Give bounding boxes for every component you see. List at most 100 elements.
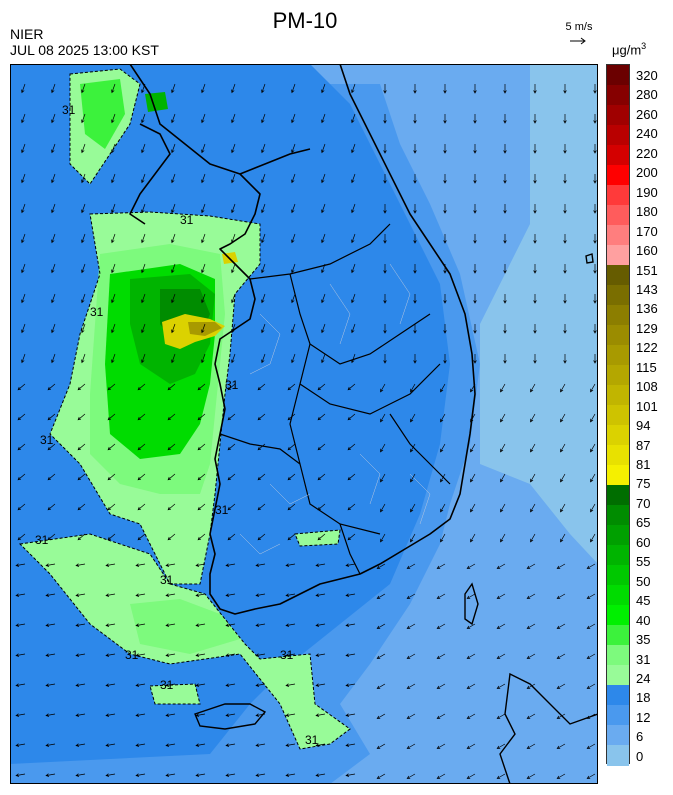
wind-arrow-icon	[526, 773, 536, 779]
wind-arrow-icon	[291, 323, 296, 334]
colorbar-tick-label: 87	[636, 437, 651, 453]
wind-arrow-icon	[470, 383, 476, 393]
wind-arrow-icon	[590, 473, 596, 483]
wind-arrow-icon	[413, 84, 417, 94]
wind-arrow-icon	[376, 623, 386, 629]
contour-label: 31	[215, 503, 229, 517]
wind-arrow-icon	[135, 773, 146, 777]
wind-arrow-icon	[470, 503, 476, 513]
wind-arrow-icon	[285, 653, 296, 657]
wind-arrow-icon	[81, 323, 86, 334]
wind-arrow-icon	[406, 593, 416, 599]
wind-arrow-icon	[45, 563, 56, 567]
colorbar-segment	[607, 445, 629, 466]
wind-arrow-icon	[440, 473, 446, 483]
wind-arrow-icon	[231, 323, 236, 334]
wind-arrow-icon	[590, 413, 596, 423]
wind-arrow-icon	[473, 324, 477, 334]
colorbar-tick-label: 6	[636, 729, 644, 745]
colorbar-segment	[607, 265, 629, 286]
wind-arrow-icon	[225, 593, 236, 597]
colorbar-tick-label: 220	[636, 145, 658, 161]
wind-arrow-icon	[287, 473, 296, 481]
wind-arrow-icon	[500, 443, 506, 453]
wind-arrow-icon	[345, 563, 356, 567]
wind-arrow-icon	[201, 233, 206, 244]
wind-arrow-icon	[380, 503, 386, 513]
wind-arrow-icon	[51, 263, 56, 274]
unit-label: μg/m3	[612, 41, 647, 58]
wind-arrow-icon	[560, 443, 566, 453]
wind-arrow-icon	[376, 773, 386, 779]
wind-arrow-icon	[533, 234, 537, 244]
wind-arrow-icon	[167, 503, 176, 511]
wind-arrow-icon	[111, 353, 116, 364]
wind-arrow-icon	[500, 533, 506, 543]
wind-arrow-icon	[586, 593, 596, 599]
wind-arrow-icon	[81, 143, 86, 154]
wind-arrow-icon	[315, 713, 326, 717]
wind-arrow-icon	[351, 113, 356, 124]
wind-arrow-icon	[75, 773, 86, 777]
wind-arrow-icon	[593, 264, 597, 274]
wind-arrow-icon	[406, 563, 416, 569]
wind-arrow-icon	[436, 623, 446, 629]
wind-arrow-icon	[593, 204, 597, 214]
wind-arrow-icon	[526, 563, 536, 569]
wind-arrow-icon	[533, 294, 537, 304]
wind-arrow-icon	[436, 653, 446, 659]
wind-arrow-icon	[593, 174, 597, 184]
wind-arrow-icon	[413, 324, 417, 334]
wind-arrow-icon	[556, 563, 566, 569]
wind-arrow-icon	[81, 113, 86, 124]
map-frame	[10, 64, 598, 784]
wind-arrow-icon	[21, 173, 26, 184]
wind-arrow-icon	[15, 623, 26, 627]
wind-arrow-icon	[321, 293, 326, 304]
wind-arrow-icon	[17, 533, 26, 541]
wind-arrow-icon	[347, 533, 356, 541]
wind-arrow-icon	[436, 563, 446, 569]
wind-arrow-icon	[81, 263, 86, 274]
wind-arrow-icon	[141, 83, 146, 94]
wind-arrow-icon	[351, 353, 356, 364]
wind-arrow-icon	[137, 503, 146, 511]
wind-arrow-icon	[556, 653, 566, 659]
wind-arrow-icon	[556, 773, 566, 779]
wind-arrow-icon	[406, 743, 416, 749]
wind-arrow-icon	[470, 413, 476, 423]
contour-label: 31	[62, 103, 76, 117]
wind-arrow-icon	[533, 324, 537, 334]
colorbar-tick-label: 0	[636, 748, 644, 764]
wind-arrow-icon	[81, 203, 86, 214]
colorbar-segment	[607, 365, 629, 386]
colorbar-segment	[607, 145, 629, 166]
wind-arrow-icon	[317, 383, 326, 391]
contour-label: 31	[125, 648, 139, 662]
wind-arrow-icon	[137, 443, 146, 451]
wind-arrow-icon	[227, 533, 236, 541]
wind-arrow-icon	[51, 203, 56, 214]
wind-arrow-icon	[51, 113, 56, 124]
wind-arrow-icon	[590, 383, 596, 393]
colorbar-tick-label: 170	[636, 223, 658, 239]
contour-31	[18, 68, 351, 750]
wind-arrow-icon	[291, 83, 296, 94]
wind-arrow-icon	[383, 294, 387, 304]
wind-arrow-icon	[47, 503, 56, 511]
wind-arrow-icon	[473, 174, 477, 184]
wind-arrow-icon	[586, 623, 596, 629]
wind-arrow-icon	[15, 743, 26, 747]
wind-arrow-icon	[45, 743, 56, 747]
wind-arrow-icon	[287, 443, 296, 451]
wind-arrow-icon	[503, 294, 507, 304]
colorbar-tick-label: 190	[636, 184, 658, 200]
wind-arrow-icon	[376, 593, 386, 599]
wind-arrow-icon	[556, 623, 566, 629]
wind-arrow-icon	[410, 533, 416, 543]
wind-arrow-icon	[466, 773, 476, 779]
wind-arrow-icon	[111, 173, 116, 184]
wind-arrow-icon	[15, 563, 26, 567]
wind-arrow-icon	[443, 114, 447, 124]
wind-arrow-icon	[111, 143, 116, 154]
